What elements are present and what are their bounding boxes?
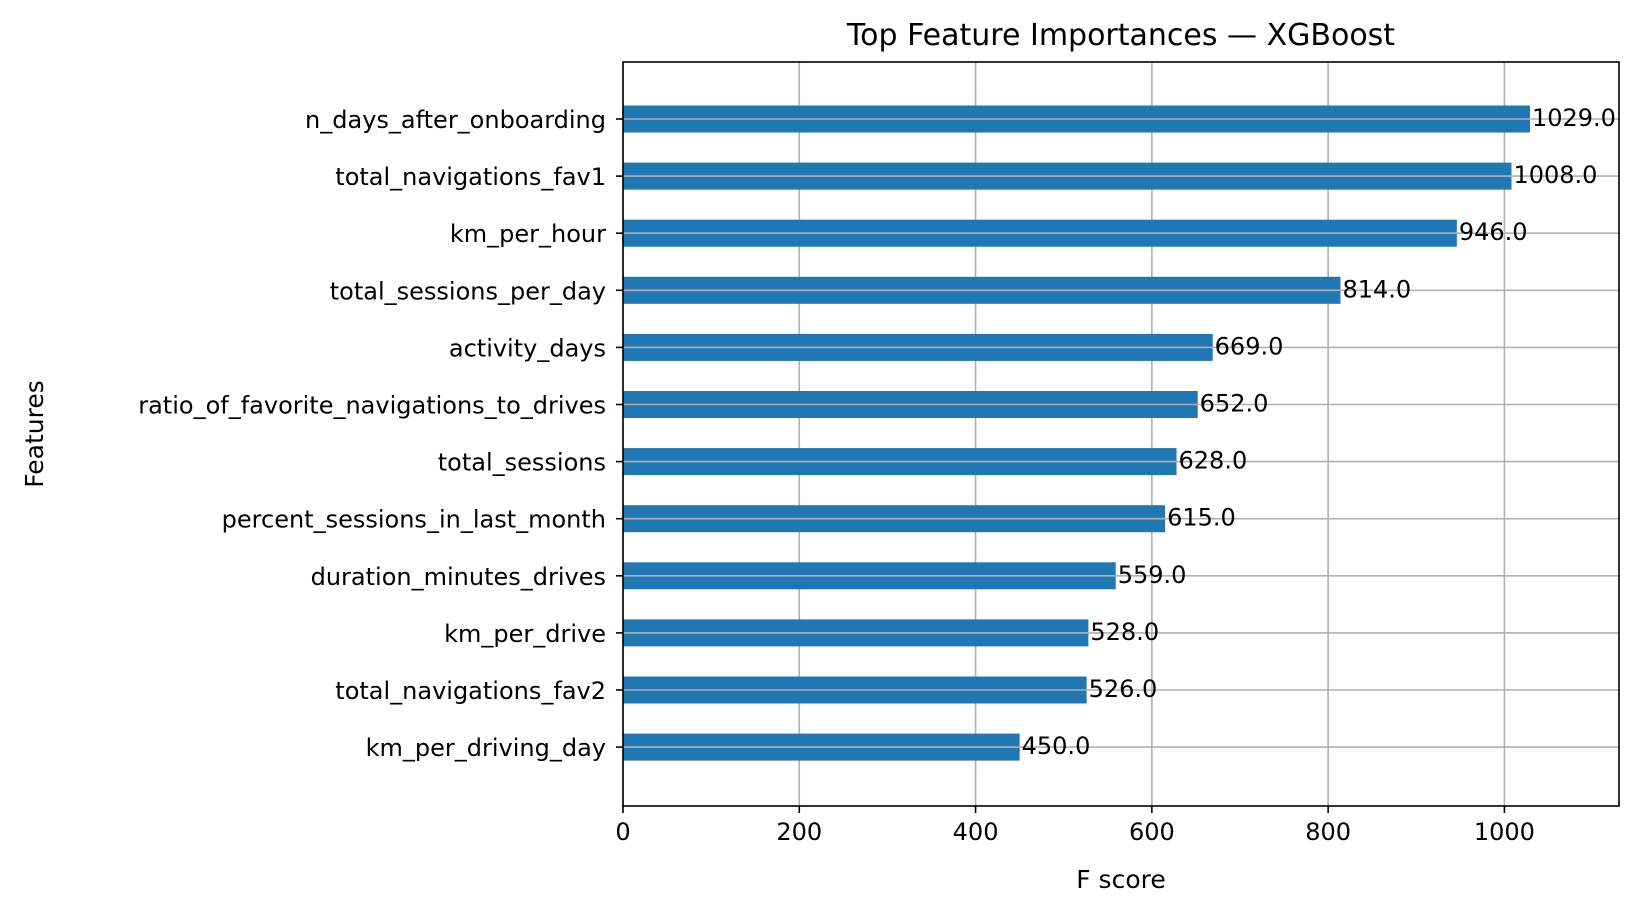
data-label: 628.0 <box>1179 447 1248 475</box>
y-tick-label: duration_minutes_drives <box>311 563 606 591</box>
x-tick-label: 800 <box>1305 818 1351 846</box>
y-tick-label: total_sessions <box>438 449 606 477</box>
y-tick-label: km_per_hour <box>450 220 606 248</box>
data-label: 946.0 <box>1459 218 1528 246</box>
data-label: 526.0 <box>1089 675 1158 703</box>
y-tick-label: activity_days <box>449 334 606 362</box>
x-tick-label: 200 <box>776 818 822 846</box>
y-tick-label: n_days_after_onboarding <box>305 106 606 134</box>
y-tick-label: total_navigations_fav1 <box>335 163 606 191</box>
data-label: 1029.0 <box>1532 104 1616 132</box>
data-label: 814.0 <box>1342 275 1411 303</box>
data-labels: 1029.0 1008.0 946.0 814.0 669.0 652.0 628.0 615… <box>1022 104 1616 760</box>
x-tick-label: 0 <box>615 818 630 846</box>
data-label: 669.0 <box>1215 332 1284 360</box>
y-tick-label: km_per_driving_day <box>366 734 606 762</box>
plot-frame <box>622 61 1620 807</box>
x-tick-label: 400 <box>953 818 999 846</box>
data-label: 559.0 <box>1118 561 1187 589</box>
y-axis-label: Features <box>20 380 49 488</box>
data-label: 450.0 <box>1022 732 1091 760</box>
data-label: 528.0 <box>1090 618 1159 646</box>
y-tick-label: percent_sessions_in_last_month <box>222 506 606 534</box>
y-tick-label: total_sessions_per_day <box>330 277 606 305</box>
data-label: 652.0 <box>1200 390 1269 418</box>
data-label: 1008.0 <box>1513 161 1597 189</box>
y-axis-ticks: n_days_after_onboarding total_navigations… <box>138 106 623 762</box>
y-tick-label: km_per_drive <box>444 620 606 648</box>
y-tick-label: total_navigations_fav2 <box>335 677 606 705</box>
x-axis-ticks: 0 200 400 600 800 1000 <box>615 806 1535 846</box>
chart-title: Top Feature Importances — XGBoost <box>846 18 1395 53</box>
x-axis-label: F score <box>1076 865 1166 894</box>
x-tick-label: 600 <box>1129 818 1175 846</box>
y-tick-label: ratio_of_favorite_navigations_to_drives <box>138 392 606 420</box>
x-tick-label: 1000 <box>1474 818 1535 846</box>
horizontal-grid-lines <box>623 118 1619 748</box>
data-label: 615.0 <box>1167 504 1236 532</box>
